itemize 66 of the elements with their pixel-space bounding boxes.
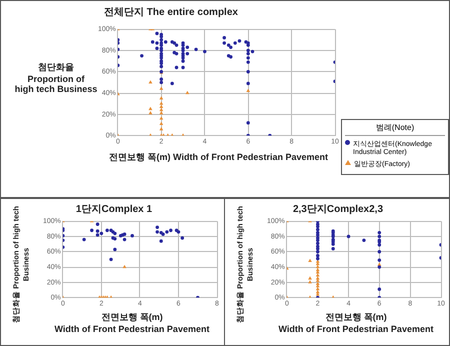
point bbox=[316, 264, 320, 268]
point bbox=[316, 238, 320, 242]
point bbox=[159, 122, 164, 125]
x-axis-title: 전면보행 폭(m) Width of Front Pedestrian Pavement bbox=[108, 151, 329, 164]
point bbox=[308, 280, 312, 284]
y-axis-title: 첨단화율 Proportion of high tech Business bbox=[14, 62, 98, 94]
point bbox=[316, 250, 320, 254]
point bbox=[308, 276, 312, 280]
point bbox=[159, 96, 164, 100]
chart-title: 1단지Complex 1 bbox=[76, 204, 152, 215]
chart-title: 전체단지 The entire complex bbox=[103, 6, 239, 19]
x-axis-title: 전면보행 폭(m) Width of Front Pedestrian Pavement bbox=[54, 311, 210, 334]
point bbox=[156, 230, 159, 234]
point bbox=[159, 239, 163, 243]
point bbox=[316, 247, 320, 250]
point bbox=[90, 228, 94, 232]
point bbox=[159, 108, 164, 112]
point bbox=[148, 111, 152, 114]
chart-title: 2,3단지Complex2,3 bbox=[292, 204, 384, 215]
point bbox=[159, 116, 164, 120]
point bbox=[316, 254, 320, 258]
point bbox=[316, 233, 320, 237]
point bbox=[378, 250, 382, 254]
point bbox=[100, 232, 104, 236]
point bbox=[159, 111, 164, 114]
point bbox=[316, 256, 320, 260]
point bbox=[130, 234, 134, 238]
point bbox=[106, 228, 109, 232]
point bbox=[316, 286, 320, 290]
point bbox=[148, 106, 152, 110]
point bbox=[156, 226, 159, 230]
point bbox=[378, 230, 382, 234]
point bbox=[308, 258, 312, 262]
point bbox=[378, 287, 382, 291]
point bbox=[159, 101, 164, 105]
x-axis-title: 전면보행 폭(m) Width of Front Pedestrian Pavement bbox=[278, 311, 434, 334]
legend-title: 범례(Note) bbox=[345, 122, 445, 136]
point bbox=[122, 238, 126, 242]
point bbox=[96, 229, 100, 233]
point bbox=[82, 238, 86, 242]
point bbox=[180, 236, 184, 240]
point bbox=[316, 242, 320, 246]
point bbox=[377, 262, 382, 266]
point bbox=[169, 228, 172, 232]
point bbox=[165, 230, 169, 234]
point bbox=[378, 265, 382, 269]
point bbox=[159, 86, 164, 90]
point bbox=[148, 80, 152, 84]
point bbox=[185, 90, 190, 94]
point bbox=[378, 258, 382, 262]
point bbox=[362, 238, 366, 242]
point bbox=[96, 222, 100, 226]
point bbox=[159, 104, 164, 108]
point bbox=[316, 273, 320, 277]
point bbox=[246, 88, 250, 92]
point bbox=[122, 264, 126, 268]
point bbox=[316, 228, 320, 232]
point bbox=[109, 258, 113, 262]
point bbox=[346, 234, 350, 238]
point bbox=[378, 243, 382, 247]
point bbox=[96, 233, 100, 237]
point bbox=[378, 234, 382, 238]
point bbox=[331, 247, 335, 250]
point bbox=[113, 248, 117, 252]
point bbox=[159, 127, 164, 130]
point bbox=[316, 224, 320, 228]
